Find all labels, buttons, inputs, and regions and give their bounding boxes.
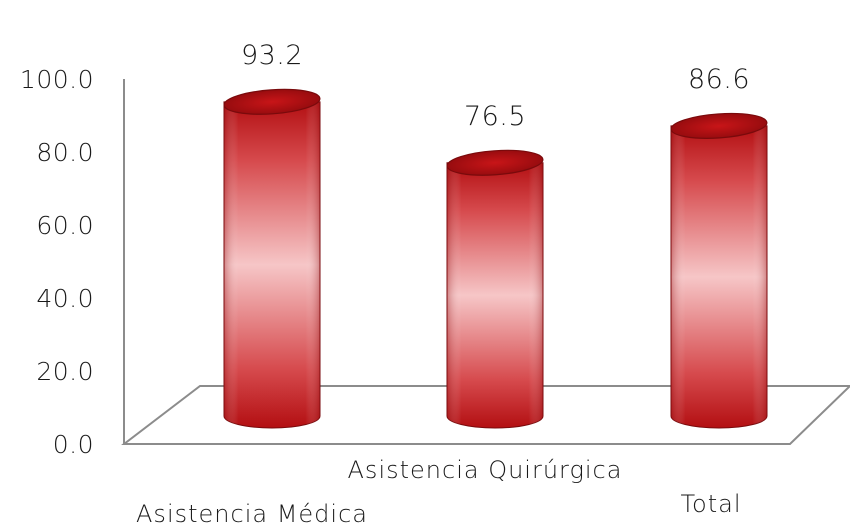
bar-series: [223, 88, 768, 429]
category-label: Total: [680, 490, 741, 518]
y-tick-label: 100.0: [20, 65, 94, 94]
bar-top: [670, 112, 768, 139]
bar: [670, 112, 768, 429]
category-label: Asistencia Médica: [136, 500, 368, 523]
y-tick-label: 80.0: [36, 138, 94, 167]
y-tick-label: 0.0: [53, 430, 94, 459]
y-tick-label: 60.0: [36, 211, 94, 240]
bar: [223, 88, 321, 429]
data-label: 86.6: [688, 64, 750, 95]
bar-top: [446, 149, 544, 176]
category-labels: Asistencia Médica Asistencia Quirúrgica To…: [136, 456, 741, 523]
chart-floor: [121, 385, 850, 445]
y-axis-ticks: 0.0 20.0 40.0 60.0 80.0 100.0: [20, 65, 94, 459]
bar-top: [223, 88, 321, 115]
bar: [446, 149, 544, 429]
y-tick-label: 40.0: [36, 284, 94, 313]
bar-shading: [224, 101, 320, 428]
bar-shading: [671, 125, 767, 428]
data-label: 76.5: [464, 101, 526, 132]
bar-shading: [447, 162, 543, 428]
data-label: 93.2: [241, 40, 303, 71]
value-labels: 93.2 76.5 86.6: [241, 40, 750, 132]
y-tick-label: 20.0: [36, 357, 94, 386]
category-label: Asistencia Quirúrgica: [348, 456, 623, 484]
